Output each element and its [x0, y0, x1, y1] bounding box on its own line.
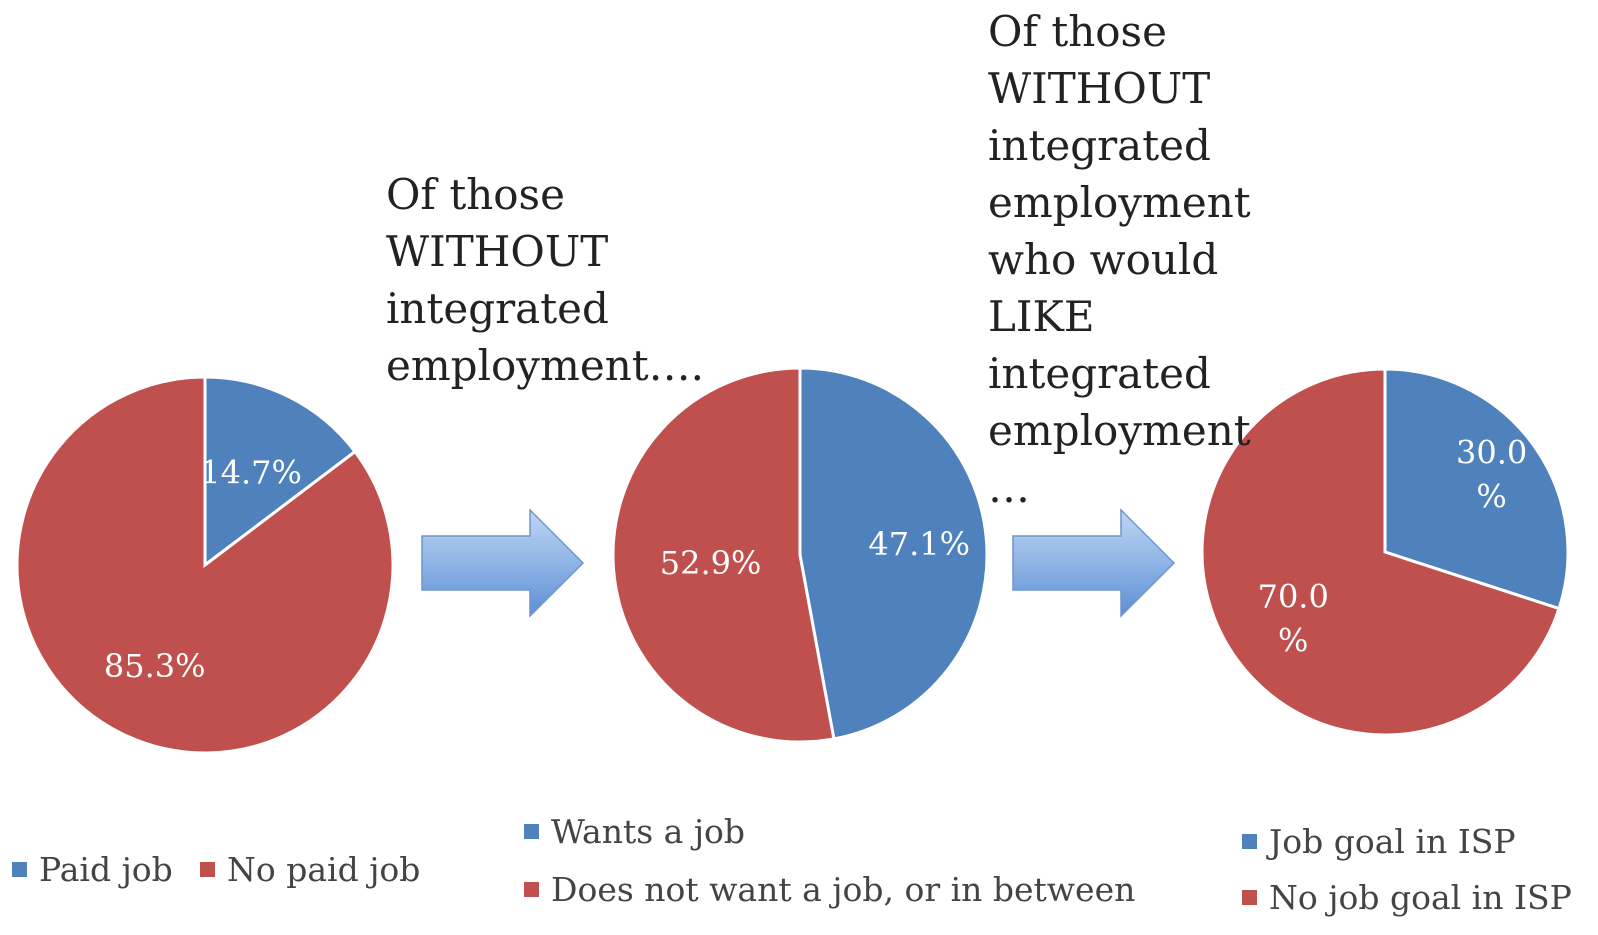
- pie-slice: [1200, 367, 1561, 737]
- slice-value-label: 85.3%: [104, 647, 206, 685]
- caption-line: LIKE: [988, 292, 1095, 341]
- caption-line: integrated: [988, 349, 1211, 398]
- legend-item: Job goal in ISP: [1242, 822, 1516, 861]
- legend-swatch-blue: [12, 862, 27, 877]
- legend-label: Job goal in ISP: [1269, 822, 1516, 861]
- slice-value-line: 52.9%: [660, 544, 762, 582]
- legend-label: No job goal in ISP: [1269, 878, 1572, 917]
- caption-line: integrated: [988, 121, 1211, 170]
- pie-slice: [1383, 367, 1570, 611]
- slice-value-line: %: [1476, 478, 1506, 516]
- legend-item: Does not want a job, or in between: [524, 870, 1135, 909]
- caption-line: …: [988, 463, 1030, 512]
- pies-group: 14.7%85.3%47.1%52.9%30.0 %70.0%: [15, 366, 1570, 755]
- caption-line: Of those: [386, 170, 565, 219]
- pie-slice: [15, 375, 395, 755]
- slice-value-label: 52.9%: [660, 544, 762, 582]
- legend-swatch-blue: [524, 824, 539, 839]
- arrow-right-icon: [1012, 508, 1176, 618]
- legend-label: Paid job: [39, 850, 173, 889]
- caption-line: WITHOUT: [988, 64, 1211, 113]
- pie-slice: [203, 375, 358, 569]
- slice-value-line: 47.1%: [868, 525, 970, 563]
- caption-line: employment: [988, 178, 1251, 227]
- slice-value-line: 30.0: [1456, 434, 1527, 472]
- arrow-right-icon: [421, 508, 585, 618]
- legend-item: No paid job: [200, 850, 420, 889]
- slice-value-label: 70.0%: [1258, 578, 1329, 660]
- slice-value-label: 30.0%: [1456, 434, 1527, 516]
- legend-swatch-red: [524, 882, 539, 897]
- caption-would-like-employment: Of those WITHOUT integrated employment w…: [988, 3, 1251, 516]
- caption-line: employment….: [386, 341, 704, 390]
- legend-item: Wants a job: [524, 812, 745, 851]
- slice-value-label: 47.1%: [868, 525, 970, 563]
- legend-label: Wants a job: [551, 812, 746, 851]
- caption-without-employment: Of those WITHOUT integrated employment….: [386, 166, 704, 394]
- slice-value-line: 70.0: [1258, 578, 1329, 616]
- legend-item: No job goal in ISP: [1242, 878, 1572, 917]
- slice-value-line: 14.7%: [200, 453, 302, 491]
- legend-swatch-red: [1242, 890, 1257, 905]
- pie-slice: [798, 366, 989, 741]
- legend-label: No paid job: [227, 850, 421, 889]
- caption-line: integrated: [386, 284, 609, 333]
- legend-item: Paid job: [12, 850, 173, 889]
- legend-label: Does not want a job, or in between: [551, 870, 1136, 909]
- slice-value-line: 85.3%: [104, 647, 206, 685]
- legend-swatch-blue: [1242, 834, 1257, 849]
- caption-line: who would: [988, 235, 1219, 284]
- caption-line: Of those: [988, 7, 1167, 56]
- caption-line: employment: [988, 406, 1251, 455]
- slice-value-label: 14.7%: [200, 453, 302, 491]
- caption-line: WITHOUT: [386, 227, 609, 276]
- legend-swatch-red: [200, 862, 215, 877]
- slice-value-line: %: [1278, 622, 1308, 660]
- pie-slice: [611, 366, 836, 744]
